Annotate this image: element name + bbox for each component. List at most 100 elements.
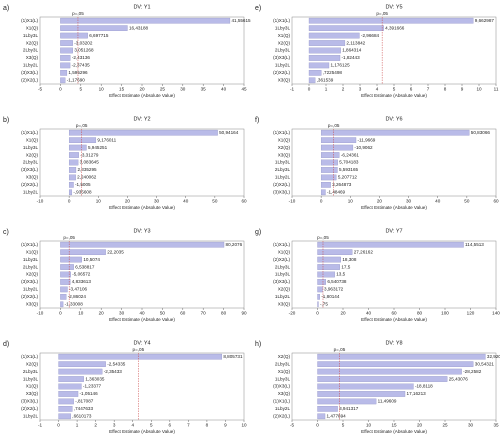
x-tick-label: 20 — [125, 199, 131, 204]
x-tick-label: 10 — [366, 423, 372, 428]
bar — [317, 391, 406, 397]
category-label: X3(Q) — [278, 77, 291, 82]
value-label: -10,9062 — [354, 145, 373, 150]
threshold-label: p=,05 — [334, 347, 346, 352]
value-label: 1,176125 — [330, 63, 350, 68]
threshold-label: p=,05 — [76, 123, 88, 128]
chart-title: DV: Y1 — [133, 4, 150, 10]
category-label: X1(Q) — [278, 369, 291, 374]
x-tick-label: 120 — [467, 311, 475, 316]
bar — [58, 353, 223, 360]
value-label: 41,55615 — [231, 18, 251, 23]
value-label: 2,240062 — [77, 175, 97, 180]
chart-title: DV: Y2 — [133, 116, 150, 122]
threshold-label: p=,05 — [317, 235, 329, 240]
value-label: 1,477894 — [327, 413, 347, 418]
category-label: (3)X3(L) — [273, 55, 290, 60]
x-tick-label: -10 — [37, 311, 44, 316]
value-label: 18,308 — [342, 257, 356, 262]
value-label: -5,06572 — [72, 272, 91, 277]
value-label: 5,945251 — [88, 145, 108, 150]
bar — [320, 137, 357, 143]
category-label: (2)X2(L) — [21, 406, 38, 411]
value-label: 50,94164 — [219, 130, 239, 135]
value-label: 3,264873 — [332, 182, 352, 187]
x-axis-label: Effect Estimate (Absolute Value) — [361, 317, 427, 322]
x-tick-label: 7 — [427, 87, 430, 92]
value-label: 30,54321 — [475, 361, 495, 366]
value-label: 13,5 — [336, 272, 345, 277]
category-label: 1Lby2L — [23, 189, 39, 194]
x-tick-label: 70 — [201, 311, 207, 316]
x-tick-label: 45 — [241, 87, 247, 92]
chart-title: DV: Y4 — [133, 340, 150, 346]
x-tick-label: 7 — [187, 423, 190, 428]
category-label: 1Lby3L — [275, 272, 291, 277]
bar — [308, 47, 341, 54]
x-tick-label: 3 — [359, 87, 362, 92]
x-tick-label: 5 — [342, 423, 345, 428]
bar — [317, 383, 414, 390]
value-label: -1,48469 — [327, 189, 346, 194]
category-label: 1Lby2L — [275, 63, 291, 68]
x-tick-label: 0 — [320, 199, 323, 204]
value-label: -3,31279 — [80, 152, 99, 157]
value-label: 4,833613 — [72, 279, 92, 284]
value-label: -2,35433 — [104, 369, 123, 374]
bar — [320, 182, 331, 188]
bar — [317, 398, 377, 405]
category-label: 1Lby3L — [275, 160, 291, 165]
x-tick-label: 8 — [444, 87, 447, 92]
category-label: 1Lby2L — [275, 406, 291, 411]
category-label: 1Lby3L — [23, 33, 39, 38]
value-label: ,7225498 — [323, 70, 343, 75]
x-tick-label: -5 — [38, 87, 43, 92]
value-label: -6,24361 — [341, 152, 360, 157]
category-label: (3)X3(L) — [21, 399, 38, 404]
bar — [68, 182, 74, 188]
value-label: 4,391666 — [385, 25, 405, 30]
x-tick-label: 90 — [241, 311, 247, 316]
bar — [60, 279, 71, 285]
category-label: 1Lby2L — [23, 63, 39, 68]
threshold-label: p=,05 — [328, 123, 340, 128]
x-tick-label: 30 — [406, 199, 412, 204]
x-tick-label: 0 — [59, 87, 62, 92]
value-label: 80,2076 — [226, 242, 243, 247]
bar — [308, 32, 360, 39]
chart-title: DV: Y6 — [385, 116, 402, 122]
x-tick-label: 10 — [241, 423, 247, 428]
x-tick-label: 15 — [391, 423, 397, 428]
panel-label: a) — [3, 5, 9, 12]
x-tick-label: 30 — [180, 87, 186, 92]
x-tick-label: 50 — [464, 199, 470, 204]
category-label: (2)X2(L) — [273, 257, 290, 262]
value-label: -1,80144 — [321, 294, 340, 299]
category-label: X3(Q) — [278, 301, 291, 306]
value-label: -1,05146 — [80, 391, 99, 396]
x-tick-label: 0 — [59, 311, 62, 316]
category-label: (1)X1(L) — [273, 130, 290, 135]
category-label: 2Lby3L — [275, 167, 291, 172]
bar — [68, 159, 79, 166]
bar — [317, 361, 474, 367]
x-tick-label: 1 — [325, 87, 328, 92]
bar — [60, 256, 82, 263]
bar — [317, 249, 353, 255]
value-label: -1,33008 — [65, 301, 84, 306]
value-label: -28,2582 — [463, 369, 482, 374]
bar — [320, 167, 338, 173]
bar — [317, 279, 326, 285]
value-label: 17,16213 — [407, 391, 427, 396]
x-tick-label: 5 — [393, 87, 396, 92]
value-label: 3,941317 — [339, 406, 359, 411]
category-label: X2(Q) — [26, 361, 39, 366]
bar — [60, 241, 225, 248]
value-label: 2,335295 — [77, 167, 97, 172]
value-label: 1,864314 — [342, 48, 362, 53]
bar — [317, 241, 464, 248]
bar — [60, 62, 71, 69]
bar — [317, 353, 486, 360]
category-label: 1Lby3L — [23, 257, 39, 262]
x-tick-label: 10 — [348, 199, 354, 204]
